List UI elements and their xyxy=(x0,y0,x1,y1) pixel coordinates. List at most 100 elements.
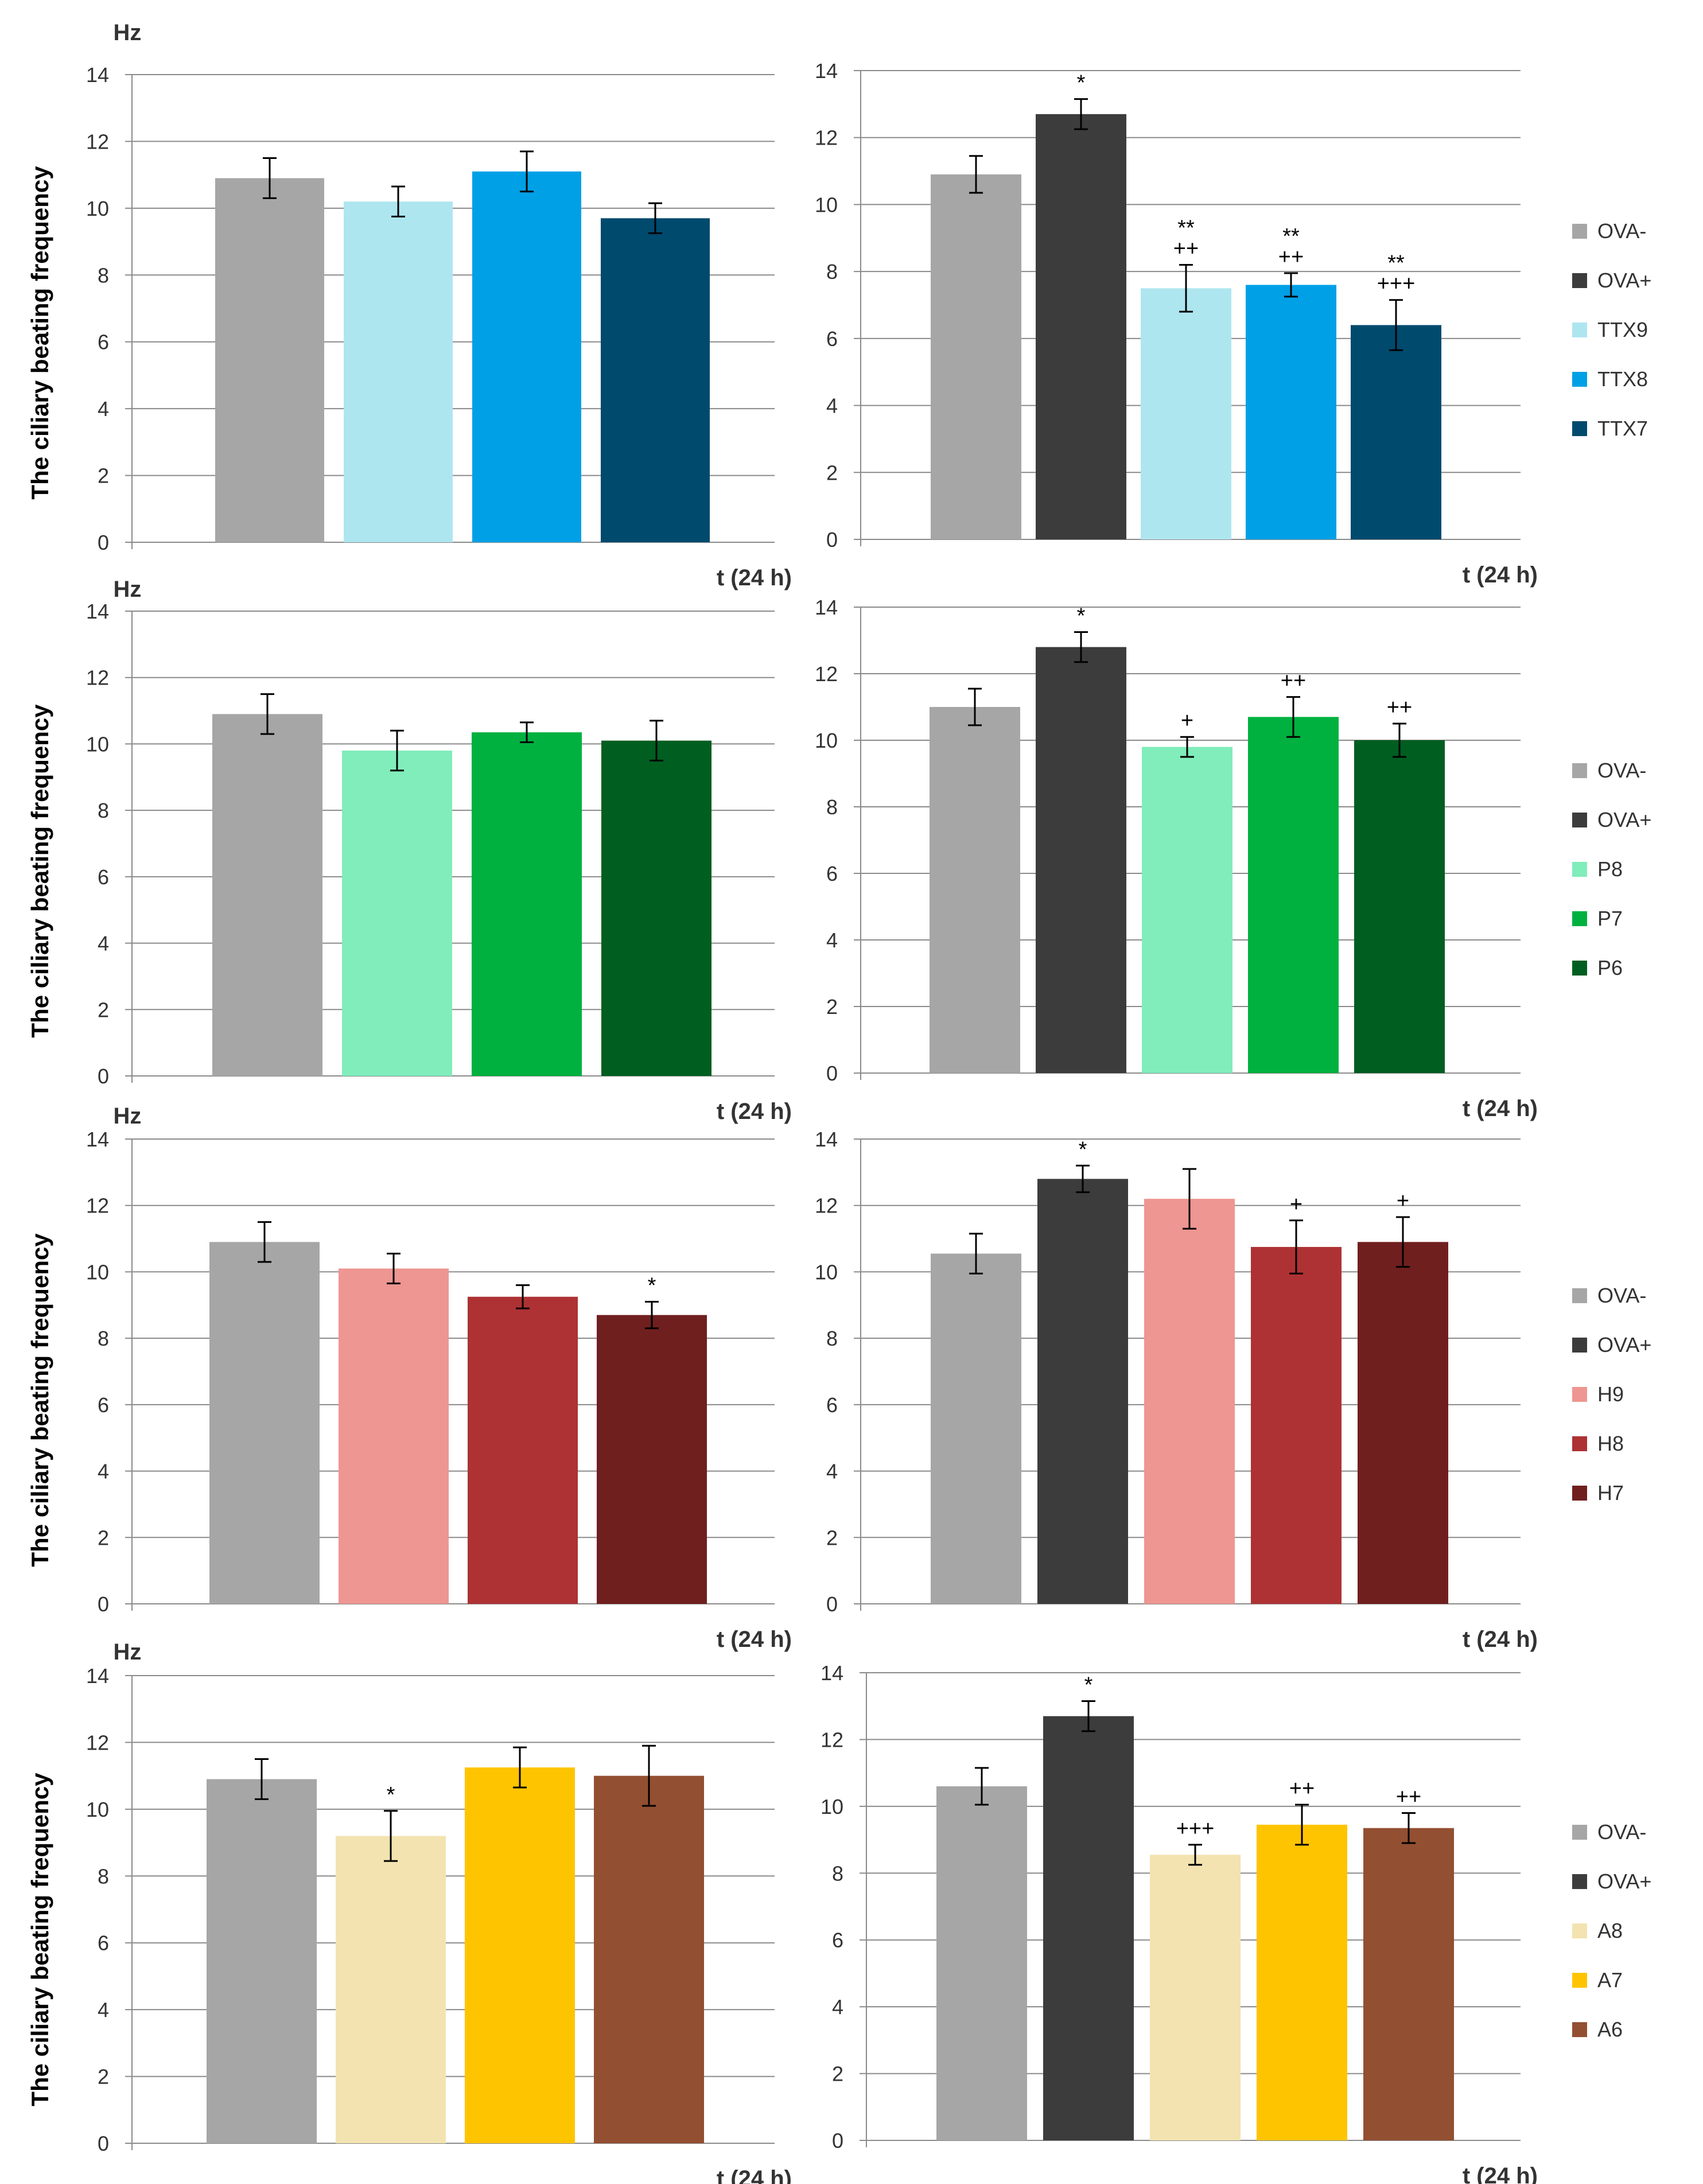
legend-swatch xyxy=(1572,813,1587,827)
legend-label: OVA- xyxy=(1597,759,1647,782)
bar-TTX9 xyxy=(1141,288,1231,539)
y-tick-label: 2 xyxy=(826,995,838,1019)
y-tick-label: 0 xyxy=(826,1592,838,1616)
bar-P6 xyxy=(1354,740,1445,1073)
bar-OVA- xyxy=(209,1242,320,1604)
y-tick-label: 8 xyxy=(98,263,109,287)
significance-line: ++ xyxy=(1396,1785,1421,1809)
significance-line: ++ xyxy=(1278,245,1304,269)
legend-item: TTX7 xyxy=(1572,404,1651,453)
bar-OVA- xyxy=(215,178,324,542)
legend-ttx: OVA- OVA+ TTX9 TTX8 TTX7 xyxy=(1572,207,1651,453)
y-tick-label: 8 xyxy=(98,799,109,822)
y-tick-label: 12 xyxy=(86,130,109,153)
y-tick-label: 0 xyxy=(98,531,109,554)
significance-label: ++ xyxy=(1396,1785,1421,1809)
y-tick-label: 8 xyxy=(98,1327,109,1350)
y-tick-label: 14 xyxy=(86,1664,109,1688)
significance-label: * xyxy=(1077,71,1086,95)
unit-label: Hz xyxy=(114,577,142,602)
significance-label: + xyxy=(1290,1192,1302,1217)
y-tick-label: 12 xyxy=(821,1728,843,1751)
chart-panel-4-left: 0 2 4 6 8 10 12 14 * t (24 h) Hz xyxy=(86,1639,792,2184)
legend-item: TTX8 xyxy=(1572,355,1651,404)
legend-label: TTX8 xyxy=(1597,367,1648,391)
y-tick-label: 10 xyxy=(86,1260,109,1284)
legend-item: TTX9 xyxy=(1572,305,1651,355)
significance-label: * xyxy=(1077,604,1086,628)
bar-P6 xyxy=(601,740,711,1076)
y-axis-label-row-3: The ciliary beating frequency xyxy=(26,1233,53,1567)
legend-swatch xyxy=(1572,763,1587,778)
legend-swatch xyxy=(1572,1288,1587,1303)
chart-panel-1-left: 0 2 4 6 8 10 12 14 t (24 h) Hz xyxy=(86,20,792,590)
y-tick-label: 14 xyxy=(821,1661,843,1685)
y-tick-label: 2 xyxy=(98,464,109,488)
bar-OVA+ xyxy=(1037,1179,1128,1604)
significance-label: + xyxy=(1181,709,1193,733)
bar-OVA- xyxy=(931,174,1021,540)
bar-OVA+ xyxy=(1043,1716,1134,2140)
y-tick-label: 6 xyxy=(98,1932,109,1955)
legend-item: OVA+ xyxy=(1572,795,1651,845)
y-tick-label: 6 xyxy=(826,1393,838,1417)
y-tick-label: 10 xyxy=(815,729,838,752)
legend-swatch xyxy=(1572,1387,1587,1402)
legend-swatch xyxy=(1572,1825,1587,1840)
bar-H8 xyxy=(1251,1247,1342,1604)
bar-TTX8 xyxy=(1246,285,1336,539)
legend-label: P7 xyxy=(1597,907,1623,930)
significance-label: ** ++ xyxy=(1173,216,1199,261)
legend-label: TTX7 xyxy=(1597,417,1648,440)
significance-line: + xyxy=(1290,1192,1302,1217)
significance-line: * xyxy=(387,1783,395,1807)
significance-label: ++ xyxy=(1281,669,1306,693)
significance-line: +++ xyxy=(1377,272,1416,296)
significance-line: + xyxy=(1181,709,1193,733)
y-tick-label: 4 xyxy=(826,928,838,952)
bar-OVA- xyxy=(931,1253,1021,1604)
significance-label: * xyxy=(387,1783,395,1807)
y-tick-label: 14 xyxy=(815,59,838,83)
significance-label: * xyxy=(648,1274,656,1298)
bar-A6 xyxy=(1363,1828,1454,2140)
legend-item: OVA- xyxy=(1572,207,1651,256)
legend-item: H7 xyxy=(1572,1468,1651,1518)
x-axis-label: t (24 h) xyxy=(717,1099,792,1124)
significance-line: ++ xyxy=(1173,236,1199,261)
bar-P7 xyxy=(472,732,582,1076)
significance-line: ** xyxy=(1282,224,1300,248)
legend-a: OVA- OVA+ A8 A7 A6 xyxy=(1572,1808,1651,2054)
y-tick-label: 10 xyxy=(86,1798,109,1821)
legend-label: P8 xyxy=(1597,857,1623,881)
legend-item: OVA+ xyxy=(1572,1320,1651,1370)
significance-label: ** +++ xyxy=(1377,251,1416,296)
legend-item: OVA- xyxy=(1572,746,1651,795)
y-tick-label: 0 xyxy=(826,1062,838,1085)
y-tick-label: 12 xyxy=(815,662,838,686)
y-tick-label: 2 xyxy=(98,1526,109,1549)
bar-TTX7 xyxy=(601,218,710,543)
y-tick-label: 4 xyxy=(98,397,109,421)
y-tick-label: 10 xyxy=(815,1260,838,1284)
legend-swatch xyxy=(1572,1923,1587,1938)
significance-line: * xyxy=(1077,71,1086,95)
significance-line: * xyxy=(648,1274,656,1298)
significance-label: ++ xyxy=(1387,695,1412,720)
x-axis-label: t (24 h) xyxy=(1463,1096,1538,1121)
significance-line: ** xyxy=(1177,216,1195,240)
y-axis-label-row-4: The ciliary beating frequency xyxy=(26,1773,53,2107)
chart-panel-3-right: 0 2 4 6 8 10 12 14 * + + t (24 h) xyxy=(815,1128,1538,1652)
y-tick-label: 14 xyxy=(86,600,109,623)
y-tick-label: 12 xyxy=(86,1194,109,1218)
y-tick-label: 6 xyxy=(826,327,838,351)
bar-A7 xyxy=(1257,1824,1347,2140)
legend-label: P6 xyxy=(1597,956,1623,980)
legend-label: OVA- xyxy=(1597,219,1647,243)
y-tick-label: 6 xyxy=(98,865,109,889)
legend-swatch xyxy=(1572,224,1587,239)
legend-p: OVA- OVA+ P8 P7 P6 xyxy=(1572,746,1651,993)
y-tick-label: 14 xyxy=(86,63,109,87)
